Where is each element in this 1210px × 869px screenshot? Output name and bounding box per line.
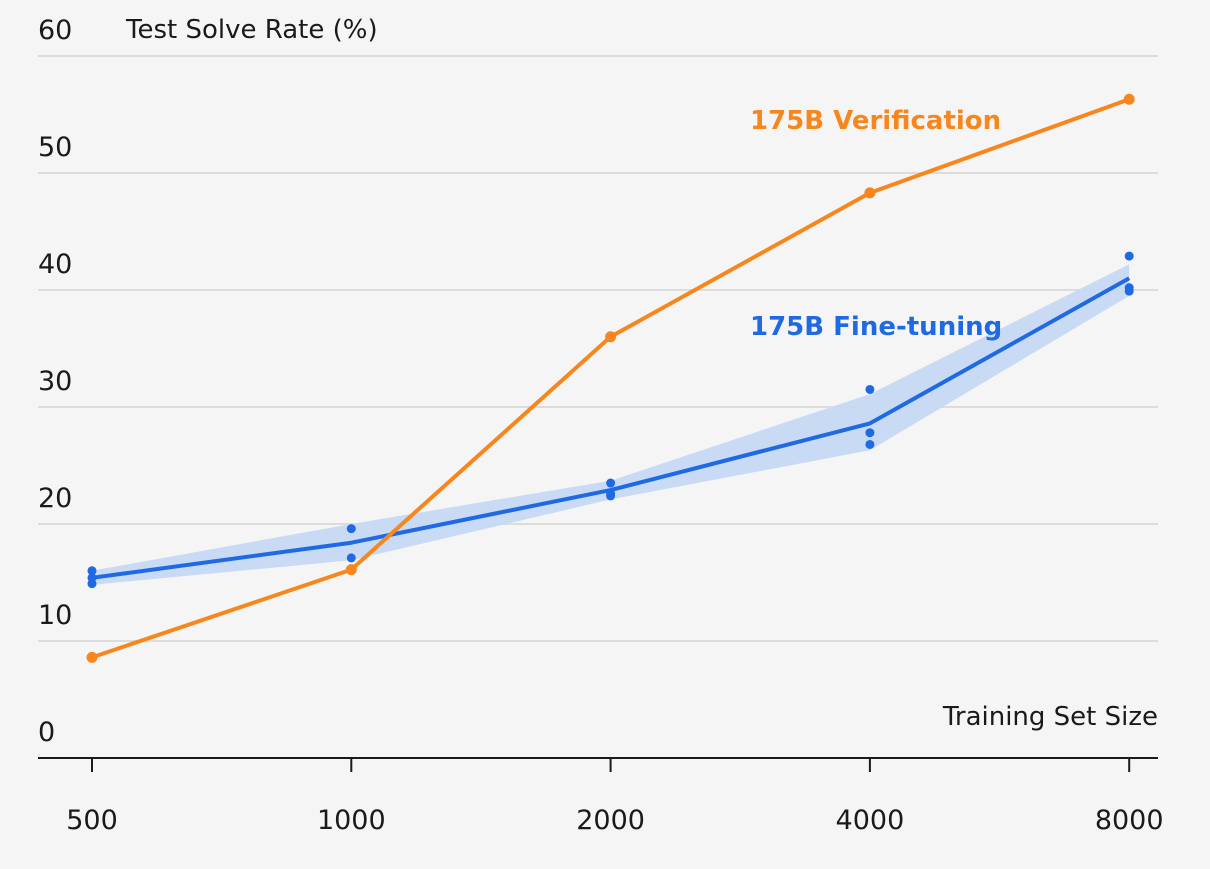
fine-tuning-point-8	[865, 384, 875, 394]
x-tick-label-8000: 8000	[1095, 805, 1164, 836]
y-tick-label-60: 60	[38, 15, 72, 46]
verification-point-8000	[1123, 93, 1135, 105]
y-tick-label-0: 0	[38, 717, 55, 748]
y-tick-label-10: 10	[38, 600, 72, 631]
x-tick-label-4000: 4000	[836, 805, 905, 836]
fine-tuning-point-2	[87, 579, 97, 589]
x-axis-title: Training Set Size	[942, 702, 1158, 732]
verification-point-4000	[864, 187, 876, 199]
data-points	[86, 93, 1135, 663]
y-tick-label-50: 50	[38, 132, 72, 163]
x-axis	[38, 757, 1158, 772]
fine-tuning-point-7	[606, 491, 616, 501]
x-tick-label-2000: 2000	[576, 805, 645, 836]
fine-tuning-point-0	[87, 566, 97, 576]
x-tick-label-500: 500	[66, 805, 118, 836]
fine-tuning-band	[92, 264, 1130, 585]
y-tick-label-40: 40	[38, 249, 72, 280]
fine-tuning-point-9	[865, 428, 875, 438]
series-label-fine-tuning: 175B Fine-tuning	[750, 312, 1002, 342]
series-label-verification: 175B Verification	[750, 106, 1001, 136]
axis-labels: 0 10 20 30 40 50 60 500 1000 2000 4000 8000	[38, 15, 1164, 836]
y-axis-title: Test Solve Rate (%)	[125, 15, 378, 45]
grid-lines	[38, 55, 1158, 642]
fine-tuning-point-4	[346, 553, 356, 563]
fine-tuning-point-13	[1124, 286, 1134, 296]
fine-tuning-point-3	[346, 524, 356, 534]
fine-tuning-point-10	[865, 439, 875, 449]
verification-point-1000	[345, 564, 357, 576]
fine-tuning-point-5	[606, 478, 616, 488]
fine-tuning-confidence-band	[92, 264, 1130, 585]
verification-point-500	[86, 651, 98, 663]
y-tick-label-30: 30	[38, 366, 72, 397]
y-tick-label-20: 20	[38, 483, 72, 514]
verification-point-2000	[605, 331, 617, 343]
fine-tuning-point-11	[1124, 251, 1134, 261]
x-tick-label-1000: 1000	[317, 805, 386, 836]
